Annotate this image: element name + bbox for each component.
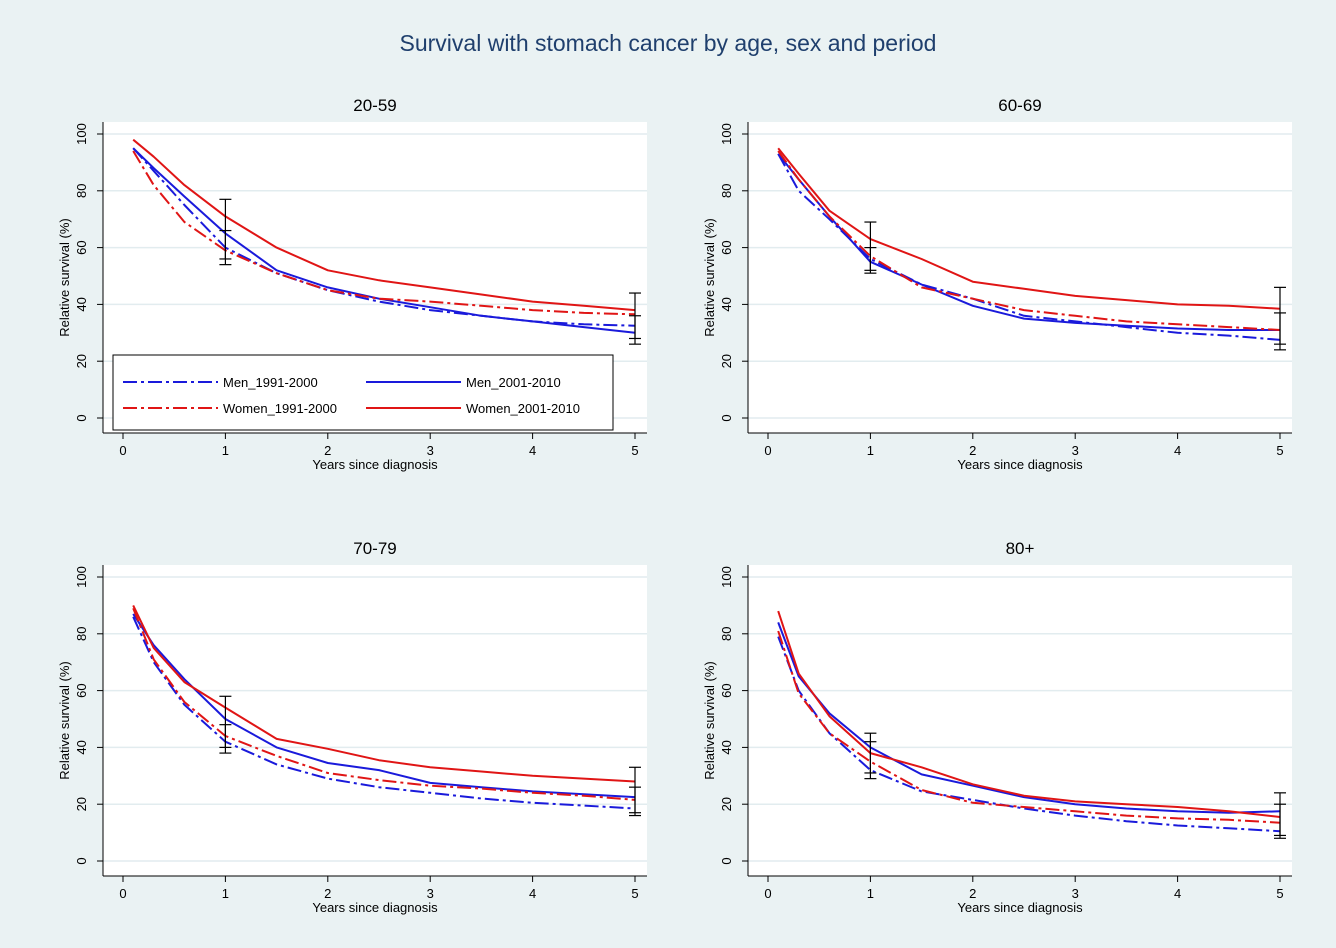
x-tick-label: 2 (324, 886, 331, 901)
y-tick-label: 20 (719, 354, 734, 368)
figure-title: Survival with stomach cancer by age, sex… (399, 30, 937, 56)
x-tick-label: 4 (1174, 443, 1181, 458)
x-tick-label: 0 (764, 443, 771, 458)
x-tick-label: 2 (324, 443, 331, 458)
y-tick-label: 40 (74, 297, 89, 311)
y-tick-label: 0 (74, 857, 89, 864)
series-line-women-2001-2010 (777, 610, 1281, 818)
x-tick-label: 1 (867, 886, 874, 901)
x-axis-title: Years since diagnosis (312, 900, 438, 915)
y-tick-label: 40 (74, 740, 89, 754)
series-line-men-2001-2010 (132, 613, 636, 799)
series-line-women-1991-2000 (777, 630, 1281, 824)
x-tick-label: 4 (529, 886, 536, 901)
series-line-men-1991-2000 (132, 616, 636, 810)
y-tick-label: 0 (74, 414, 89, 421)
y-tick-label: 100 (74, 566, 89, 588)
x-tick-label: 3 (427, 443, 434, 458)
y-axis-title: Relative survival (%) (702, 218, 717, 336)
x-axis-title: Years since diagnosis (957, 457, 1083, 472)
x-tick-label: 0 (119, 443, 126, 458)
x-tick-label: 4 (1174, 886, 1181, 901)
x-tick-label: 1 (222, 443, 229, 458)
y-tick-label: 100 (74, 123, 89, 145)
panel-title: 70-79 (353, 539, 396, 558)
y-tick-label: 100 (719, 566, 734, 588)
plot-area (748, 565, 1292, 876)
y-tick-label: 20 (719, 797, 734, 811)
y-axis-title: Relative survival (%) (57, 661, 72, 779)
x-axis-title: Years since diagnosis (957, 900, 1083, 915)
x-tick-label: 0 (119, 886, 126, 901)
x-tick-label: 0 (764, 886, 771, 901)
legend-label: Women_2001-2010 (466, 401, 580, 416)
series-line-women-1991-2000 (777, 150, 1281, 331)
panel-title: 20-59 (353, 96, 396, 115)
y-tick-label: 80 (719, 184, 734, 198)
panel-title: 80+ (1006, 539, 1035, 558)
series-line-men-2001-2010 (132, 147, 636, 334)
series-line-women-1991-2000 (132, 150, 636, 316)
panel-title: 60-69 (998, 96, 1041, 115)
x-tick-label: 1 (222, 886, 229, 901)
x-tick-label: 2 (969, 443, 976, 458)
x-tick-label: 5 (1276, 443, 1283, 458)
x-tick-label: 1 (867, 443, 874, 458)
legend-box (112, 354, 614, 431)
plot-area (748, 122, 1292, 433)
y-tick-label: 20 (74, 354, 89, 368)
panel-4: 0 20 40 60 80 100 0 1 2 3 4 5 80+ Years since diagnos… (702, 539, 1292, 915)
series-line-men-2001-2010 (777, 622, 1281, 814)
panel-3: 0 20 40 60 80 100 0 1 2 3 4 5 70-79 Years since diagn… (57, 539, 647, 915)
y-tick-label: 20 (74, 797, 89, 811)
y-tick-label: 60 (74, 240, 89, 254)
x-axis-title: Years since diagnosis (312, 457, 438, 472)
series-line-women-2001-2010 (132, 604, 636, 783)
plot-area (103, 565, 647, 876)
x-tick-label: 3 (427, 886, 434, 901)
legend: Men_1991-2000 Men_2001-2010 Women_1991-200… (112, 354, 614, 431)
y-tick-label: 80 (74, 627, 89, 641)
y-tick-label: 60 (74, 683, 89, 697)
x-tick-label: 3 (1072, 886, 1079, 901)
y-tick-label: 60 (719, 240, 734, 254)
legend-label: Women_1991-2000 (223, 401, 337, 416)
x-tick-label: 5 (631, 443, 638, 458)
legend-label: Men_1991-2000 (223, 375, 318, 390)
x-tick-label: 5 (631, 886, 638, 901)
y-tick-label: 100 (719, 123, 734, 145)
y-tick-label: 60 (719, 683, 734, 697)
y-axis-title: Relative survival (%) (702, 661, 717, 779)
y-tick-label: 0 (719, 414, 734, 421)
legend-label: Men_2001-2010 (466, 375, 561, 390)
y-axis-title: Relative survival (%) (57, 218, 72, 336)
panel-2: 0 20 40 60 80 100 0 1 2 3 4 5 60-69 Years since diagn… (702, 96, 1292, 472)
y-tick-label: 40 (719, 297, 734, 311)
series-line-men-1991-2000 (777, 153, 1281, 341)
y-tick-label: 80 (719, 627, 734, 641)
x-tick-label: 5 (1276, 886, 1283, 901)
y-tick-label: 40 (719, 740, 734, 754)
series-line-women-1991-2000 (132, 607, 636, 801)
x-tick-label: 3 (1072, 443, 1079, 458)
series-line-women-2001-2010 (777, 147, 1281, 310)
y-tick-label: 0 (719, 857, 734, 864)
x-tick-label: 2 (969, 886, 976, 901)
y-tick-label: 80 (74, 184, 89, 198)
series-line-women-2001-2010 (132, 138, 636, 312)
x-tick-label: 4 (529, 443, 536, 458)
